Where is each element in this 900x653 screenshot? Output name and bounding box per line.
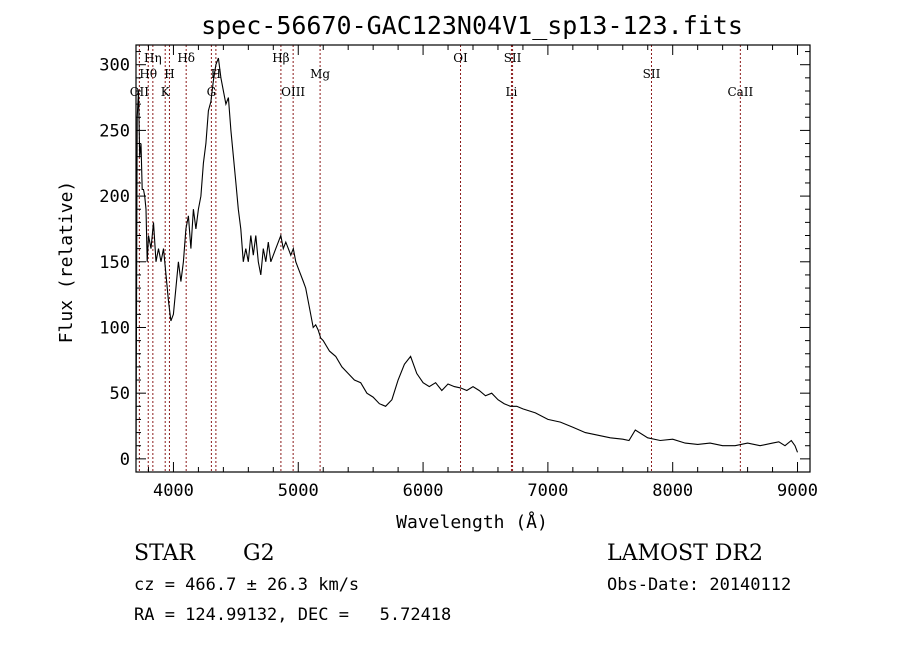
x-tick-label: 9000 (777, 481, 818, 501)
survey-name: LAMOST DR2 (607, 541, 763, 566)
spectral-line-label: SII (504, 51, 522, 65)
spectral-line-label: OIII (281, 85, 305, 99)
x-tick-label: 7000 (527, 481, 568, 501)
x-axis-label: Wavelength (Å) (396, 511, 548, 533)
x-tick-label: 4000 (153, 481, 194, 501)
spectral-line-label: OII (130, 85, 150, 99)
x-tick-label: 8000 (652, 481, 693, 501)
y-tick-label: 50 (110, 384, 130, 404)
spectral-line-label: H (211, 67, 221, 81)
spectral-line-label: Mg (310, 67, 330, 81)
axis-ticks: 4000 5000 6000 7000 8000 9000 0 50 100 150 200 250 3… (99, 45, 818, 501)
obs-date: Obs-Date: 20140112 (607, 575, 791, 595)
y-axis-label: Flux (relative) (56, 181, 77, 344)
redshift-cz: cz = 466.7 ± 26.3 km/s (134, 575, 359, 595)
spectral-line-label: OI (453, 51, 468, 65)
y-tick-label: 200 (99, 187, 130, 207)
y-tick-label: 300 (99, 56, 130, 76)
chart-title: spec-56670-GAC123N04V1_sp13-123.fits (201, 11, 743, 40)
spectral-line-label: Hθ (139, 67, 157, 81)
spectral-line-label: SII (643, 67, 661, 81)
spectral-line-label: H (164, 67, 174, 81)
y-tick-label: 250 (99, 121, 130, 141)
spectral-line-label: K (161, 85, 171, 99)
spectral-line-label: Hη (144, 51, 162, 65)
spectral-line-label: Li (506, 85, 518, 99)
y-tick-label: 150 (99, 253, 130, 273)
spectral-line-label: CaII (727, 85, 753, 99)
subclass: G2 (243, 541, 275, 566)
coordinates: RA = 124.99132, DEC = 5.72418 (134, 605, 451, 625)
spectral-line-label: Hβ (272, 51, 289, 65)
x-tick-label: 5000 (278, 481, 319, 501)
object-type: STAR (134, 541, 196, 566)
spectral-line-label: G (207, 85, 217, 99)
plot-frame (135, 44, 811, 473)
x-tick-label: 6000 (403, 481, 444, 501)
spectral-line-label: Hδ (177, 51, 195, 65)
y-tick-label: 100 (99, 318, 130, 338)
spectrum-series-line (135, 57, 799, 459)
y-tick-label: 0 (120, 450, 130, 470)
